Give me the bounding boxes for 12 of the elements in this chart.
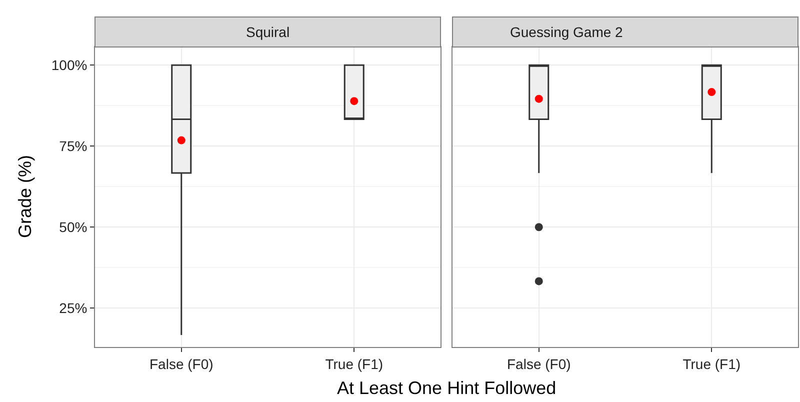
x-tick-label: True (F1) xyxy=(325,356,384,372)
y-tick-label: 50% xyxy=(59,219,88,236)
chart-title: Guessing Game 2 xyxy=(510,24,624,40)
y-axis-title: Grade (%) xyxy=(15,154,35,238)
x-tick-label: True (F1) xyxy=(682,356,741,372)
x-tick-label: False (F0) xyxy=(506,356,571,372)
chart-title: Squiral xyxy=(246,24,290,40)
y-tick-label: 100% xyxy=(51,57,88,74)
x-axis-title: At Least One Hint Followed xyxy=(337,378,556,398)
y-tick-label: 75% xyxy=(59,138,88,154)
x-tick-label: False (F0) xyxy=(149,356,214,372)
y-tick-label: 25% xyxy=(59,300,88,316)
